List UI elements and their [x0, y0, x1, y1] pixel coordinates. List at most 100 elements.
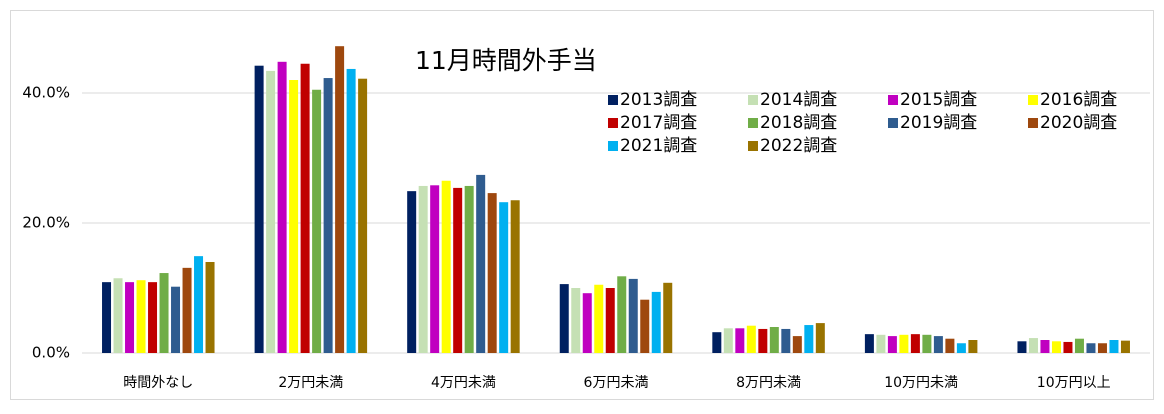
- legend-swatch: [1028, 118, 1038, 128]
- bar: [792, 336, 802, 353]
- bar: [968, 340, 978, 353]
- bar: [876, 334, 886, 353]
- legend-label: 2017調査: [620, 113, 697, 133]
- legend-label: 2020調査: [1040, 113, 1117, 133]
- bar: [499, 202, 509, 353]
- bar: [1120, 340, 1130, 353]
- bar: [148, 282, 158, 353]
- bar: [102, 282, 112, 353]
- bar: [453, 187, 463, 353]
- bar: [510, 200, 520, 353]
- bar: [594, 284, 604, 353]
- bar: [571, 288, 581, 353]
- y-tick-label: 20.0%: [22, 214, 70, 232]
- bar: [651, 291, 661, 353]
- bar: [254, 65, 264, 353]
- bar: [735, 328, 745, 353]
- y-tick-label: 40.0%: [22, 84, 70, 102]
- legend-swatch: [888, 118, 898, 128]
- bar: [582, 293, 592, 353]
- bar: [815, 323, 825, 353]
- bar: [723, 328, 733, 353]
- bar: [640, 299, 650, 353]
- bar: [205, 262, 215, 353]
- bar: [712, 332, 722, 353]
- legend-label: 2015調査: [900, 90, 977, 110]
- bar: [1017, 341, 1027, 353]
- bar: [171, 286, 181, 353]
- bar: [312, 89, 322, 353]
- bar: [346, 68, 356, 353]
- bar: [1086, 343, 1096, 353]
- bar: [922, 334, 932, 353]
- bar: [358, 78, 368, 353]
- bar: [1063, 341, 1073, 353]
- bar: [194, 256, 204, 353]
- bar: [1109, 340, 1119, 353]
- legend-label: 2014調査: [760, 90, 837, 110]
- legend-swatch: [888, 95, 898, 105]
- legend-label: 2021調査: [620, 136, 697, 156]
- bar: [758, 328, 768, 353]
- x-tick-label: 2万円未満: [278, 375, 343, 391]
- bar: [125, 282, 135, 353]
- x-tick-label: 10万円以上: [1037, 375, 1111, 391]
- bar: [628, 278, 638, 353]
- bar: [1051, 341, 1061, 353]
- bar: [1097, 343, 1107, 353]
- legend-swatch: [1028, 95, 1038, 105]
- bar: [956, 343, 966, 353]
- bar: [1028, 338, 1038, 353]
- bar: [804, 325, 814, 353]
- bar: [864, 334, 874, 353]
- legend-swatch: [608, 95, 618, 105]
- chart-title: 11月時間外手当: [415, 46, 597, 75]
- legend-label: 2018調査: [760, 113, 837, 133]
- bar: [430, 185, 440, 353]
- bar: [323, 78, 333, 354]
- bar: [617, 276, 627, 353]
- legend-swatch: [748, 118, 758, 128]
- y-tick-label: 0.0%: [32, 344, 70, 362]
- x-tick-label: 時間外なし: [123, 375, 193, 391]
- bar: [418, 185, 428, 353]
- bar: [887, 336, 897, 353]
- bar: [159, 273, 169, 353]
- bar: [1074, 338, 1084, 353]
- bar: [781, 328, 791, 353]
- bar: [663, 282, 673, 353]
- bar: [407, 191, 417, 353]
- bar: [899, 334, 909, 353]
- bar: [335, 46, 345, 353]
- bar: [113, 278, 123, 353]
- bar: [945, 338, 955, 353]
- legend-label: 2019調査: [900, 113, 977, 133]
- bar: [441, 180, 451, 353]
- bar: [933, 336, 943, 353]
- bar: [476, 174, 486, 353]
- x-tick-label: 10万円未満: [884, 375, 958, 391]
- bar: [1040, 340, 1050, 353]
- bar: [300, 63, 310, 353]
- bar: [266, 70, 276, 354]
- x-tick-label: 6万円未満: [584, 375, 649, 391]
- bar: [910, 334, 920, 353]
- bar: [605, 288, 615, 353]
- bar: [487, 193, 497, 353]
- bar: [559, 284, 569, 353]
- legend-swatch: [608, 141, 618, 151]
- x-tick-label: 8万円未満: [736, 375, 801, 391]
- legend-swatch: [608, 118, 618, 128]
- legend-label: 2013調査: [620, 90, 697, 110]
- bar: [277, 61, 287, 354]
- bar: [769, 327, 779, 353]
- legend-swatch: [748, 95, 758, 105]
- bar: [289, 80, 299, 353]
- bar: [464, 185, 474, 353]
- bar: [136, 280, 146, 353]
- legend-swatch: [748, 141, 758, 151]
- legend-label: 2022調査: [760, 136, 837, 156]
- bar: [746, 325, 756, 353]
- bar: [182, 267, 192, 353]
